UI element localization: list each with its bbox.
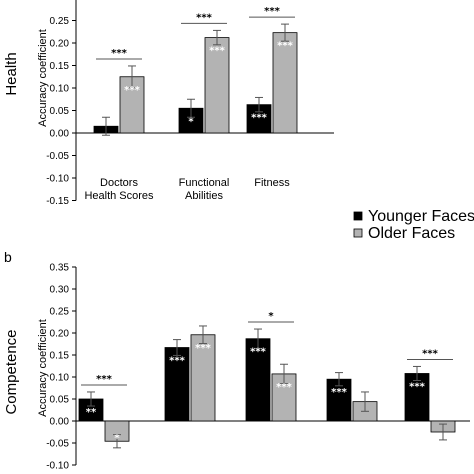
category-label: Health Scores (84, 190, 154, 202)
bar-significance: *** (124, 85, 140, 96)
bar-significance: ** (86, 407, 97, 418)
chart-panel-1: 0.25 0.20 0.15 0.10 0.05 0.00 -0.05 -0.10 -0.15 A… (3, 0, 334, 207)
bar-significance: *** (409, 381, 425, 392)
category-label: Doctors (100, 177, 138, 189)
y-tick-label: -0.05 (46, 439, 69, 450)
bar-significance: *** (195, 343, 211, 354)
y-tick-label: 0.20 (50, 39, 70, 50)
y-tick-label: -0.10 (46, 174, 69, 185)
bar-significance: *** (169, 356, 185, 367)
bar (272, 32, 298, 134)
bar-significance: *** (276, 382, 292, 393)
comparison-significance: *** (111, 48, 127, 59)
category-label: Functional (179, 177, 230, 189)
y-tick-label: 0.00 (50, 417, 70, 428)
category-label: Fitness (254, 177, 290, 189)
bar-significance: *** (331, 387, 347, 398)
y-tick-label: 0.30 (50, 285, 70, 296)
comparison-significance: *** (96, 374, 112, 385)
bar (190, 334, 216, 422)
y-tick-label: 0.10 (50, 373, 70, 384)
y-axis-label: Accuracy coefficient (37, 319, 49, 417)
chart-panel-2: 0.35 0.30 0.25 0.20 0.15 0.10 0.05 0.00 -0.05 -0.… (3, 249, 470, 472)
y-tick-label: 0.20 (50, 329, 70, 340)
y-tick-label: 0.05 (50, 106, 70, 117)
bar-significance: * (114, 433, 120, 444)
y-tick-label: 0.15 (50, 351, 70, 362)
side-label: Competence (3, 329, 20, 414)
bar (245, 338, 271, 422)
comparison-significance: *** (422, 348, 438, 359)
y-tick-label: 0.35 (50, 263, 70, 274)
side-label: Health (3, 52, 20, 95)
y-tick-label: -0.10 (46, 461, 69, 472)
comparison-significance: * (268, 311, 274, 322)
panel-label: b (4, 249, 12, 265)
bar-significance: * (188, 116, 194, 127)
legend-swatch (353, 228, 363, 238)
y-axis-label: Accuracy coefficient (37, 29, 49, 127)
y-tick-label: 0.05 (50, 395, 70, 406)
bar-significance: *** (250, 347, 266, 358)
legend-swatch (353, 211, 363, 221)
y-tick-label: 0.15 (50, 61, 70, 72)
y-tick-label: 0.25 (50, 16, 70, 27)
y-tick-label: 0.00 (50, 129, 70, 140)
y-tick-label: 0.25 (50, 307, 70, 318)
bar-significance: *** (251, 113, 267, 124)
comparison-significance: *** (196, 12, 212, 23)
y-tick-label: -0.05 (46, 151, 69, 162)
bar (404, 373, 430, 422)
legend-label: Younger Faces (368, 208, 474, 225)
bar-significance: *** (277, 41, 293, 52)
legend-label: Older Faces (368, 225, 455, 242)
y-tick-label: -0.15 (46, 196, 69, 207)
category-label: Abilities (185, 190, 223, 202)
bar-significance: *** (209, 46, 225, 57)
comparison-significance: *** (264, 6, 280, 17)
bar (204, 37, 230, 134)
y-tick-label: 0.10 (50, 84, 70, 95)
